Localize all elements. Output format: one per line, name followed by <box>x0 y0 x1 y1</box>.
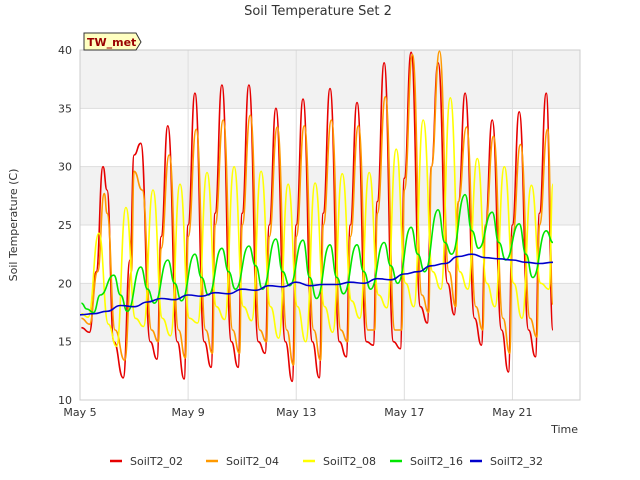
x-tick-label: May 5 <box>63 406 96 419</box>
y-tick-label: 20 <box>58 277 72 290</box>
legend: SoilT2_02 SoilT2_04 SoilT2_08 SoilT2_16 Soil… <box>110 455 543 468</box>
legend-label: SoilT2_16 <box>410 455 463 468</box>
y-tick-label: 35 <box>58 102 72 115</box>
badge-shape <box>83 32 142 51</box>
series-lines <box>79 50 554 383</box>
legend-label: SoilT2_04 <box>226 455 279 468</box>
x-tick-label: May 13 <box>276 406 316 419</box>
y-tick-label: 10 <box>58 394 72 407</box>
y-tick-labels: 10 15 20 25 30 35 40 <box>58 44 72 407</box>
y-tick-label: 25 <box>58 219 72 232</box>
band <box>80 283 580 342</box>
badge-label: TW_met <box>87 36 136 49</box>
band <box>80 50 580 109</box>
x-axis-label: Time <box>550 423 578 436</box>
legend-label: SoilT2_32 <box>490 455 543 468</box>
y-axis-label: Soil Temperature (C) <box>7 169 20 282</box>
x-tick-label: May 9 <box>171 406 204 419</box>
series-line-soilt2-16 <box>81 193 554 314</box>
x-tick-label: May 21 <box>492 406 532 419</box>
x-tick-label: May 17 <box>384 406 424 419</box>
y-tick-label: 40 <box>58 44 72 57</box>
x-tick-labels: May 5 May 9 May 13 May 17 May 21 <box>63 406 532 419</box>
plot-frame <box>79 49 581 401</box>
y-tick-label: 30 <box>58 161 72 174</box>
series-line-soilt2-32 <box>79 253 554 316</box>
station-badge: TW_met <box>83 32 142 51</box>
series-line-soilt2-04 <box>81 50 554 366</box>
legend-label: SoilT2_08 <box>323 455 376 468</box>
legend-label: SoilT2_02 <box>130 455 183 468</box>
y-tick-label: 15 <box>58 336 72 349</box>
series-line-soilt2-02 <box>81 51 554 383</box>
chart-title: Soil Temperature Set 2 <box>244 4 392 19</box>
